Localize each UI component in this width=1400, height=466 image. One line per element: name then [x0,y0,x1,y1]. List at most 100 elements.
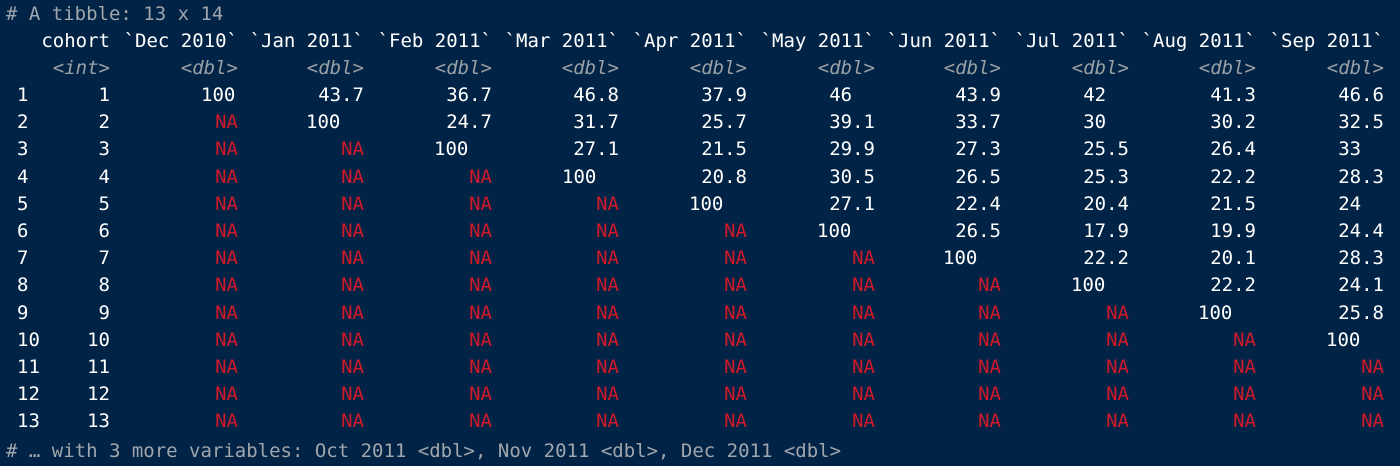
column-header: `Dec 2010` [123,30,238,52]
na-cell: NA [469,356,492,378]
na-cell: NA [341,166,364,188]
table-row: 13 13 NA NA NA NA NA NA NA NA NA NA [0,408,1400,435]
na-cell: NA [596,193,619,215]
table-row: 3 3 NA NA 100 27.1 21.5 29.9 27.3 25.5 26.4 33 [0,136,1400,163]
na-cell: NA [978,356,1001,378]
column-header: `Mar 2011` [504,30,619,52]
table-row: 12 12 NA NA NA NA NA NA NA NA NA NA [0,381,1400,408]
table-row: 6 6 NA NA NA NA NA 100 26.5 17.9 19.9 24.4 [0,218,1400,245]
na-cell: NA [341,193,364,215]
value-cell: 25.3 [1083,166,1129,188]
na-cell: NA [852,356,875,378]
na-cell: NA [1233,410,1256,432]
value-cell: 26.4 [1210,138,1256,160]
na-cell: NA [469,410,492,432]
row-number: 3 [17,138,29,160]
value-cell: 27.1 [573,138,619,160]
na-cell: NA [341,247,364,269]
table-row: 11 11 NA NA NA NA NA NA NA NA NA NA [0,354,1400,381]
na-cell: NA [724,302,747,324]
na-cell: NA [1106,329,1129,351]
na-cell: NA [469,274,492,296]
value-cell: 31.7 [573,111,619,133]
na-cell: NA [1233,356,1256,378]
na-cell: NA [1106,356,1129,378]
na-cell: NA [852,410,875,432]
na-cell: NA [978,329,1001,351]
value-cell: 21.5 [1210,193,1256,215]
column-header: `Jan 2011` [249,30,364,52]
value-cell: 32.5 [1338,111,1384,133]
table-row: 5 5 NA NA NA NA 100 27.1 22.4 20.4 21.5 24 [0,191,1400,218]
value-cell: 25.8 [1338,302,1384,324]
na-cell: NA [215,247,238,269]
na-cell: NA [852,329,875,351]
na-cell: NA [469,193,492,215]
row-number: 6 [17,220,29,242]
value-cell: 41.3 [1210,84,1256,106]
na-cell: NA [978,302,1001,324]
row-number: 8 [17,274,29,296]
na-cell: NA [596,329,619,351]
na-cell: NA [341,274,364,296]
value-cell: 33 [1338,138,1362,160]
na-cell: NA [341,383,364,405]
value-cell: 100 [1198,302,1233,324]
table-row: 2 2 NA 100 24.7 31.7 25.7 39.1 33.7 30 30.2 32.5 [0,109,1400,136]
value-cell: 19.9 [1210,220,1256,242]
value-cell: 33.7 [955,111,1001,133]
value-cell: 21.5 [701,138,747,160]
na-cell: NA [215,111,238,133]
row-number: 4 [17,166,29,188]
table-row: 1 1 100 43.7 36.7 46.8 37.9 46 43.9 42 41.3 46.6 [0,82,1400,109]
table-row: 4 4 NA NA NA 100 20.8 30.5 26.5 25.3 22.2 28.3 [0,164,1400,191]
cohort-cell: 1 [98,84,110,106]
na-cell: NA [596,220,619,242]
value-cell: 43.7 [318,84,364,106]
value-cell: 22.2 [1083,247,1129,269]
value-cell: 27.1 [829,193,875,215]
na-cell: NA [215,356,238,378]
na-cell: NA [469,329,492,351]
na-cell: NA [596,410,619,432]
na-cell: NA [215,193,238,215]
column-type: <dbl> [817,57,875,79]
na-cell: NA [1233,329,1256,351]
na-cell: NA [724,383,747,405]
row-number: 1 [17,84,29,106]
column-type: <dbl> [689,57,747,79]
value-cell: 20.8 [701,166,747,188]
value-cell: 24.4 [1338,220,1384,242]
na-cell: NA [1361,356,1384,378]
na-cell: NA [341,220,364,242]
cohort-cell: 12 [87,383,110,405]
column-header: `May 2011` [760,30,875,52]
row-number: 11 [17,356,40,378]
value-cell: 24.7 [446,111,492,133]
na-cell: NA [724,410,747,432]
value-cell: 24 [1338,193,1362,215]
value-cell: 100 [201,84,236,106]
na-cell: NA [852,383,875,405]
cohort-cell: 13 [87,410,110,432]
value-cell: 29.9 [829,138,875,160]
value-cell: 100 [1326,329,1361,351]
table-row: 7 7 NA NA NA NA NA NA 100 22.2 20.1 28.3 [0,245,1400,272]
na-cell: NA [724,220,747,242]
na-cell: NA [596,302,619,324]
value-cell: 30 [1083,111,1107,133]
value-cell: 100 [1071,274,1106,296]
na-cell: NA [978,383,1001,405]
value-cell: 100 [689,193,724,215]
na-cell: NA [1233,383,1256,405]
column-header-row: cohort `Dec 2010` `Jan 2011` `Feb 2011` `Mar… [0,28,1400,55]
table-row: 8 8 NA NA NA NA NA NA NA 100 22.2 24.1 [0,272,1400,299]
row-number: 5 [17,193,29,215]
cohort-cell: 8 [98,274,110,296]
cohort-cell: 10 [87,329,110,351]
tibble-header-comment: # A tibble: 13 x 14 [6,3,224,25]
value-cell: 39.1 [829,111,875,133]
column-header: `Sep 2011` [1269,30,1384,52]
value-cell: 42 [1083,84,1107,106]
